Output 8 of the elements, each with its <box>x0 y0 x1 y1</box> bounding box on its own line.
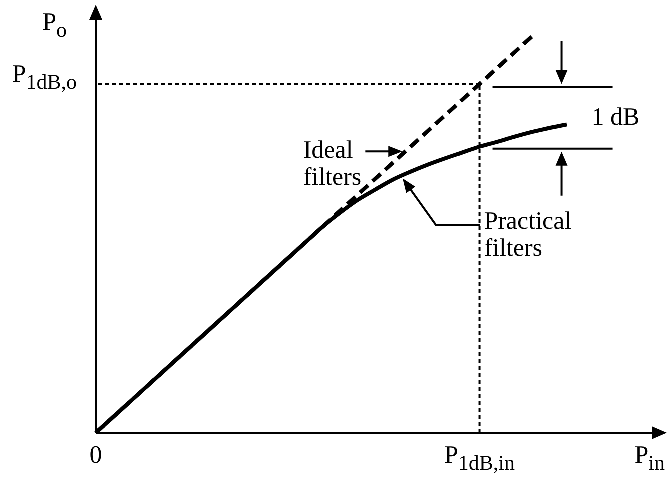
x-tick-label: P$_{1dB,in}$ <box>444 442 516 476</box>
x-axis-title: P$_{in}$ <box>634 442 665 476</box>
x-tick-label: 0 <box>90 442 102 469</box>
ref-line-label: P$_{1dB,o}$ <box>12 61 77 96</box>
legend-label: Practical filters <box>484 208 572 262</box>
y-axis-title: P$_{o}$ <box>42 9 67 43</box>
text: 1 dB <box>592 104 640 132</box>
series-label: Ideal filters <box>303 136 362 191</box>
